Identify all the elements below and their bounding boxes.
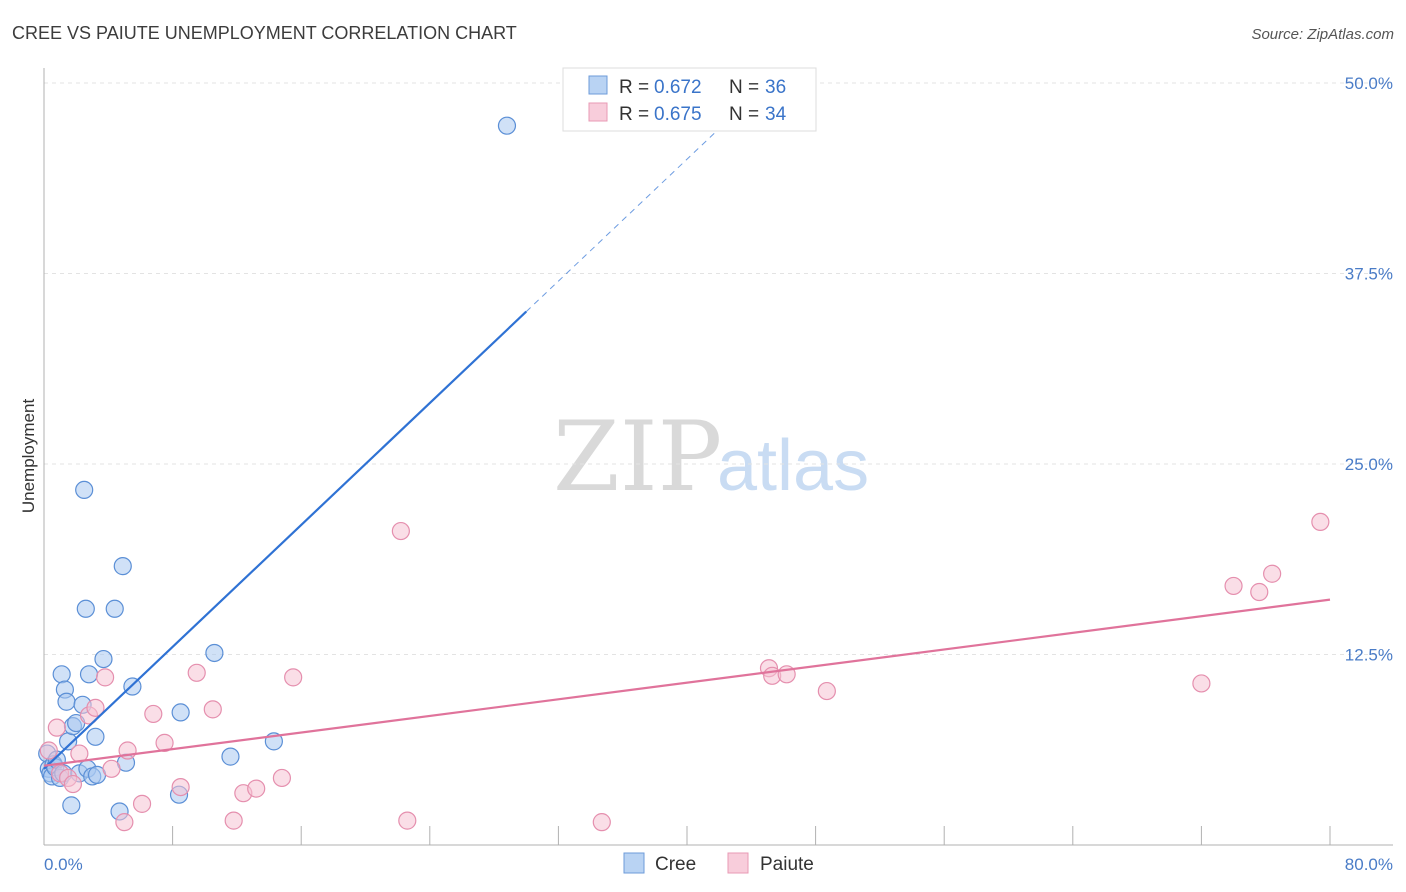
data-points	[38, 116, 1330, 832]
paiute-point-4	[63, 774, 83, 794]
paiute-point-34	[1311, 512, 1330, 532]
legend-r-value-cree: 0.672	[654, 77, 702, 98]
bottom-legend-swatch-paiute	[727, 852, 749, 874]
y-tick-label-3: 50.0%	[1345, 74, 1393, 93]
paiute-point-31	[1224, 576, 1243, 596]
cree-point-18	[75, 480, 94, 500]
gridlines	[44, 82, 1393, 655]
paiute-point-29	[817, 681, 836, 701]
paiute-point-15	[171, 777, 190, 797]
paiute-point-8	[95, 668, 115, 687]
paiute-point-21	[272, 768, 292, 788]
bottom-legend-swatch-cree	[623, 852, 645, 874]
paiute-point-22	[284, 668, 303, 687]
paiute-point-1	[47, 718, 66, 737]
chart-title: CREE VS PAIUTE UNEMPLOYMENT CORRELATION …	[12, 23, 517, 43]
paiute-point-32	[1250, 582, 1269, 602]
cree-trend-extension	[525, 97, 752, 312]
paiute-point-7	[86, 698, 105, 717]
cree-point-33	[205, 643, 224, 663]
y-tick-label-2: 37.5%	[1345, 265, 1393, 284]
legend-n-value-cree: 36	[765, 77, 786, 98]
legend-swatch-cree	[588, 75, 608, 95]
paiute-point-25	[592, 813, 611, 832]
cree-point-9	[52, 665, 71, 684]
watermark-atlas: atlas	[717, 426, 869, 506]
cree-point-19	[76, 599, 95, 618]
x-tick-label-min: 0.0%	[44, 855, 83, 874]
cree-point-31	[171, 703, 190, 722]
paiute-point-10	[115, 813, 134, 832]
legend-stats: R = 0.672 N = 36 R = 0.675 N = 34	[562, 67, 817, 132]
paiute-point-18	[224, 811, 243, 830]
paiute-point-9	[102, 759, 121, 778]
legend-n-value-paiute: 34	[765, 104, 787, 125]
legend-n-label-paiute: N =	[729, 104, 759, 125]
bottom-legend-label-paiute: Paiute	[760, 854, 814, 875]
cree-point-24	[86, 727, 105, 746]
paiute-point-0	[39, 741, 58, 760]
y-tick-label-0: 12.5%	[1345, 646, 1393, 665]
cree-point-11	[57, 692, 76, 711]
paiute-point-12	[132, 794, 152, 813]
paiute-point-33	[1263, 564, 1282, 583]
axes	[43, 68, 1393, 846]
paiute-point-14	[155, 733, 174, 752]
legend-r-label-cree: R =	[619, 77, 649, 98]
chart-source: Source: ZipAtlas.com	[1251, 26, 1394, 43]
cree-point-25	[94, 649, 113, 669]
legend-swatch-paiute	[588, 102, 608, 122]
paiute-trend-line	[43, 598, 1331, 767]
bottom-legend-label-cree: Cree	[655, 854, 696, 875]
cree-trend-line	[43, 310, 528, 770]
cree-point-36	[497, 116, 517, 135]
paiute-point-16	[187, 663, 206, 682]
x-axis-ticks	[43, 826, 1331, 845]
paiute-point-20	[247, 779, 266, 798]
paiute-point-13	[144, 704, 163, 724]
cree-point-13	[62, 796, 81, 815]
paiute-point-23	[391, 521, 410, 541]
y-axis-tick-labels: 12.5% 25.0% 37.5% 50.0%	[1345, 74, 1393, 665]
legend-n-label-cree: N =	[729, 77, 759, 98]
legend-r-label-paiute: R =	[619, 104, 649, 125]
cree-point-34	[221, 747, 240, 766]
y-tick-label-1: 25.0%	[1345, 455, 1393, 474]
cree-point-21	[79, 665, 99, 684]
y-axis-label: Unemployment	[19, 399, 38, 514]
legend-r-value-paiute: 0.675	[654, 104, 702, 125]
x-tick-label-max: 80.0%	[1345, 855, 1393, 874]
paiute-point-17	[203, 700, 222, 719]
cree-point-26	[105, 599, 124, 618]
legend-series: Cree Paiute	[623, 852, 814, 875]
trend-lines	[43, 97, 1331, 770]
paiute-point-30	[1192, 674, 1211, 693]
watermark-zip: ZIP	[553, 401, 722, 513]
cree-point-28	[113, 557, 132, 576]
paiute-point-24	[398, 811, 417, 830]
